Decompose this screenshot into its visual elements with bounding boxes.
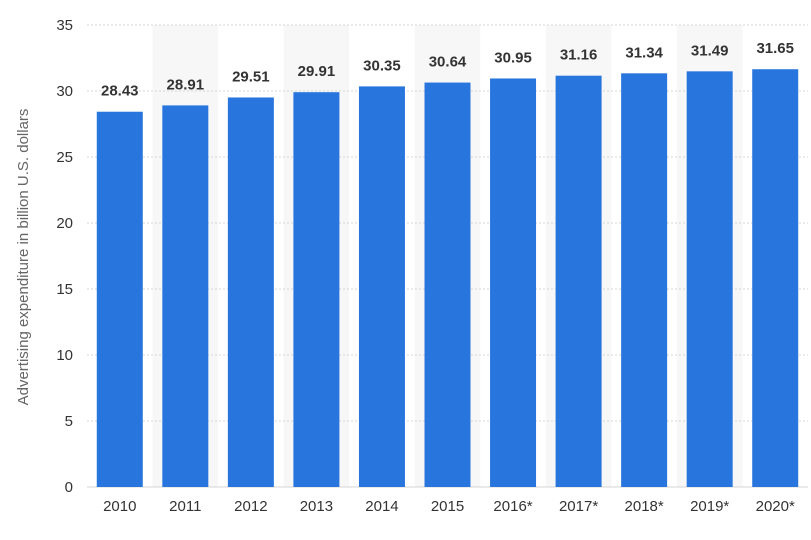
y-tick-label: 15	[56, 281, 73, 298]
data-label: 31.65	[756, 40, 794, 57]
y-tick-label: 5	[65, 413, 73, 430]
x-tick-label: 2013	[300, 498, 333, 515]
bar	[555, 75, 602, 488]
bar	[293, 92, 340, 488]
y-tick-label: 20	[56, 215, 73, 232]
bar	[96, 111, 143, 487]
data-label: 31.34	[625, 44, 663, 61]
x-tick-label: 2011	[169, 498, 201, 515]
y-tick-label: 25	[56, 149, 73, 166]
y-tick-label: 35	[56, 17, 73, 34]
bar	[162, 105, 209, 487]
bar	[752, 69, 799, 487]
x-tick-label: 2014	[365, 498, 398, 515]
x-tick-label: 2016*	[493, 498, 532, 515]
x-tick-label: 2012	[234, 498, 267, 515]
data-label: 30.95	[494, 49, 532, 66]
data-label: 28.43	[101, 83, 139, 100]
y-tick-label: 0	[65, 479, 73, 496]
y-axis-title: Advertising expenditure in billion U.S. …	[15, 109, 32, 406]
y-tick-label: 10	[56, 347, 73, 364]
bars	[96, 69, 799, 488]
bar	[424, 82, 471, 487]
bar	[358, 86, 405, 487]
y-tick-label: 30	[56, 83, 73, 100]
y-axis-ticks: 0 5 10 15 20 25 30 35	[56, 17, 73, 496]
data-label: 30.35	[363, 57, 401, 74]
data-label: 31.16	[560, 47, 598, 64]
x-tick-label: 2019*	[690, 498, 729, 515]
data-label: 28.91	[167, 76, 205, 93]
x-tick-label: 2017*	[559, 498, 598, 515]
bar	[686, 71, 733, 487]
x-tick-label: 2018*	[625, 498, 664, 515]
data-label: 31.49	[691, 42, 729, 59]
bar	[490, 78, 537, 488]
data-label: 30.64	[429, 54, 467, 71]
bar	[227, 97, 274, 487]
data-label: 29.91	[298, 63, 336, 80]
x-tick-label: 2010	[103, 498, 136, 515]
x-tick-label: 2015	[431, 498, 464, 515]
bar	[621, 73, 668, 487]
x-axis-ticks: 2010 2011 2012 2013 2014 2015 2016* 2017* 2018* 2…	[103, 498, 795, 515]
data-labels: 28.43 28.91 29.51 29.91 30.35 30.64 30.95 31.16…	[101, 40, 794, 100]
data-label: 29.51	[232, 68, 270, 85]
x-tick-label: 2020*	[756, 498, 795, 515]
